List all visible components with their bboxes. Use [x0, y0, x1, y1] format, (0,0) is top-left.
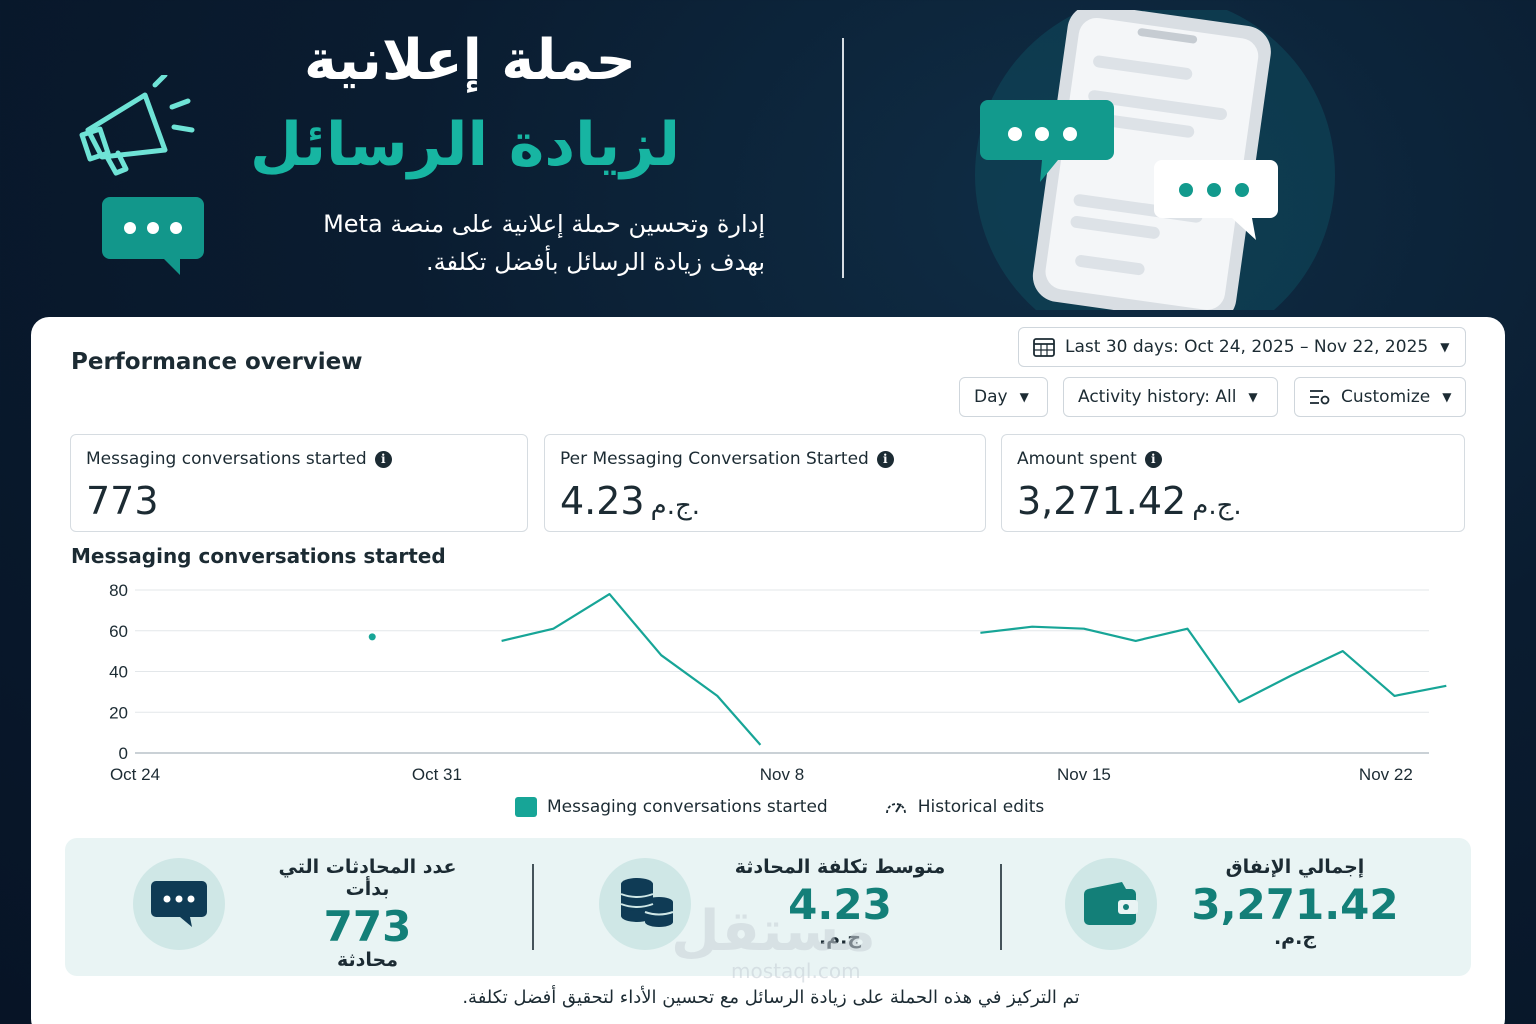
metric-label: Amount spent: [1017, 449, 1137, 469]
chat-bubble-icon: [133, 858, 225, 950]
customize-icon: [1309, 388, 1331, 406]
metric-value: 4.23: [560, 479, 645, 523]
info-icon[interactable]: i: [876, 450, 894, 468]
y-tick-label: 80: [109, 581, 128, 600]
y-tick-label: 40: [109, 663, 128, 682]
hero-banner: حملة إعلانية لزيادة الرسائل إدارة وتحسين…: [0, 0, 1536, 355]
date-range-picker[interactable]: Last 30 days: Oct 24, 2025 – Nov 22, 202…: [1018, 327, 1466, 367]
footer-note: تم التركيز في هذه الحملة على زيادة الرسا…: [462, 987, 1080, 1008]
y-tick-label: 0: [119, 744, 128, 763]
x-tick-label: Nov 8: [760, 765, 804, 784]
line-chart: 0 20 40 60 80 Oct 24 Oct 31 Nov 8 Nov 15 Nov 22: [109, 581, 1447, 784]
hero-divider: [842, 38, 844, 278]
metric-value: 773: [86, 479, 159, 523]
currency-label: ج.م.: [650, 491, 701, 521]
hero-description: إدارة وتحسين حملة إعلانية على منصة Meta …: [260, 205, 765, 281]
chevron-down-icon: ▼: [1248, 390, 1258, 404]
granularity-dropdown[interactable]: Day ▼: [959, 377, 1048, 417]
hero-description-line: إدارة وتحسين حملة إعلانية على منصة Meta: [323, 210, 765, 238]
currency-label: ج.م.: [1192, 491, 1242, 521]
x-tick-label: Oct 31: [412, 765, 462, 784]
page-title: Performance overview: [71, 349, 363, 375]
performance-card: Performance overview Last 30 days: Oct 2…: [31, 317, 1505, 1024]
activity-history-dropdown[interactable]: Activity history: All ▼: [1063, 377, 1278, 417]
watermark-url: mostaql.com: [731, 959, 861, 983]
metric-value: 3,271.42: [1017, 479, 1187, 523]
summary-label: متوسط تكلفة المحادثة: [734, 856, 946, 878]
info-icon[interactable]: i: [1144, 450, 1162, 468]
data-point: [368, 633, 376, 641]
metric-card-conversations: Messaging conversations started i 773: [70, 434, 528, 532]
hero-subtitle: لزيادة الرسائل: [249, 110, 681, 180]
info-icon[interactable]: i: [374, 450, 392, 468]
watermark-logo: مستقل: [671, 899, 876, 964]
summary-strip: إجمالي الإنفاق 3,271.42 ج.م. متوسط تكلفة…: [65, 838, 1471, 976]
chevron-down-icon: ▼: [1019, 390, 1029, 404]
x-tick-label: Nov 22: [1359, 765, 1413, 784]
phone-chat-illustration: [970, 0, 1350, 355]
date-range-label: Last 30 days: Oct 24, 2025 – Nov 22, 202…: [1065, 337, 1429, 357]
metric-label: Per Messaging Conversation Started: [560, 449, 869, 469]
chat-bubble-icon: [100, 195, 206, 283]
customize-label: Customize: [1341, 387, 1431, 407]
speedometer-icon: [884, 797, 908, 817]
coins-icon: [599, 858, 691, 950]
megaphone-icon: [70, 72, 200, 189]
y-tick-label: 60: [109, 622, 128, 641]
legend-historical-label: Historical edits: [917, 797, 1045, 817]
hero-description-line: بهدف زيادة الرسائل بأفضل تكلفة.: [425, 248, 765, 276]
metric-card-amount-spent: Amount spent i 3,271.42 ج.م.: [1001, 434, 1465, 532]
chart-legend: Messaging conversations started Historic…: [515, 797, 1044, 817]
metric-label: Messaging conversations started: [86, 449, 367, 469]
divider: [532, 864, 534, 950]
series-line: [501, 593, 762, 746]
x-tick-label: Oct 24: [110, 765, 160, 784]
summary-unit: ج.م.: [818, 927, 862, 949]
divider: [1000, 864, 1002, 950]
chart-title: Messaging conversations started: [71, 544, 446, 568]
granularity-label: Day: [974, 387, 1008, 407]
summary-unit: محادثة: [337, 949, 398, 971]
metric-card-cost-per-conversation: Per Messaging Conversation Started i 4.23…: [544, 434, 986, 532]
summary-conversations: عدد المحادثات التي بدأت 773 محادثة: [255, 856, 480, 971]
summary-value: 3,271.42: [1191, 880, 1399, 929]
summary-label: عدد المحادثات التي بدأت: [278, 856, 457, 900]
summary-label: إجمالي الإنفاق: [1225, 856, 1365, 878]
x-tick-label: Nov 15: [1057, 765, 1111, 784]
summary-value: 773: [323, 902, 412, 951]
hero-title: حملة إعلانية: [303, 28, 637, 93]
chevron-down-icon: ▼: [1442, 390, 1452, 404]
legend-series-label: Messaging conversations started: [547, 797, 828, 817]
wallet-icon: [1065, 858, 1157, 950]
y-tick-label: 20: [109, 703, 128, 722]
summary-value: 4.23: [788, 880, 892, 929]
summary-avg-cost: متوسط تكلفة المحادثة 4.23 ج.م.: [725, 856, 955, 949]
activity-history-label: Activity history: All: [1078, 387, 1237, 407]
legend-swatch: [515, 797, 537, 817]
chevron-down-icon: ▼: [1440, 340, 1450, 354]
customize-dropdown[interactable]: Customize ▼: [1294, 377, 1466, 417]
series-line: [980, 625, 1447, 704]
summary-unit: ج.م.: [1273, 927, 1317, 949]
calendar-icon: [1033, 337, 1055, 357]
summary-total-spend: إجمالي الإنفاق 3,271.42 ج.م.: [1185, 856, 1405, 949]
